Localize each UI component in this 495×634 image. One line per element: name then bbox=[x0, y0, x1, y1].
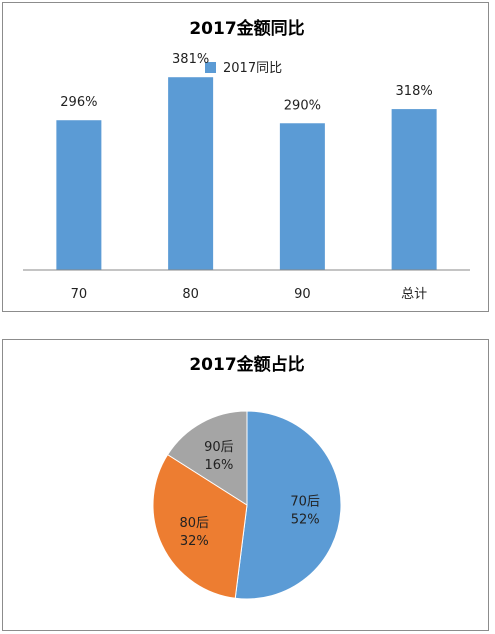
pie-slice-label: 80后 bbox=[179, 516, 209, 531]
pie-slice-label: 70后 bbox=[290, 495, 320, 510]
pie-chart-title: 2017金额占比 bbox=[189, 354, 304, 375]
pie-slice bbox=[166, 410, 248, 506]
bar-data-label: 381% bbox=[172, 52, 209, 67]
legend-swatch bbox=[205, 62, 216, 73]
bar-chart-legend: 2017同比 bbox=[205, 61, 282, 76]
bar bbox=[168, 77, 214, 271]
pie-chart-panel: 2017金额占比 70后 52% 80后 32% 90后 16% bbox=[2, 339, 489, 631]
x-tick-label: 80 bbox=[182, 287, 199, 302]
bar-data-label: 290% bbox=[284, 98, 321, 113]
bar-data-label: 296% bbox=[60, 95, 97, 110]
pie-slice bbox=[234, 410, 342, 600]
x-tick-label: 总计 bbox=[401, 287, 427, 302]
bar-chart: 2017金额同比 2017同比 296% 70 381% 80 290% 90 318% 总计 bbox=[23, 18, 470, 302]
bar bbox=[391, 109, 437, 270]
pie-slice-label: 90后 bbox=[204, 440, 234, 455]
bar-data-label: 318% bbox=[396, 84, 433, 99]
x-tick-label: 70 bbox=[71, 287, 88, 302]
bar bbox=[279, 123, 325, 270]
bar-chart-panel: 2017金额同比 2017同比 296% 70 381% 80 290% 90 318% 总计 bbox=[2, 2, 489, 312]
pie-slice-percent: 32% bbox=[180, 534, 209, 549]
bar-chart-title: 2017金额同比 bbox=[189, 18, 304, 39]
pie-slice-percent: 52% bbox=[291, 513, 320, 528]
bar bbox=[56, 120, 102, 270]
pie-chart: 2017金额占比 70后 52% 80后 32% 90后 16% bbox=[152, 354, 342, 600]
pie-slice-percent: 16% bbox=[204, 458, 233, 473]
legend-label: 2017同比 bbox=[223, 61, 282, 76]
x-tick-label: 90 bbox=[294, 287, 311, 302]
